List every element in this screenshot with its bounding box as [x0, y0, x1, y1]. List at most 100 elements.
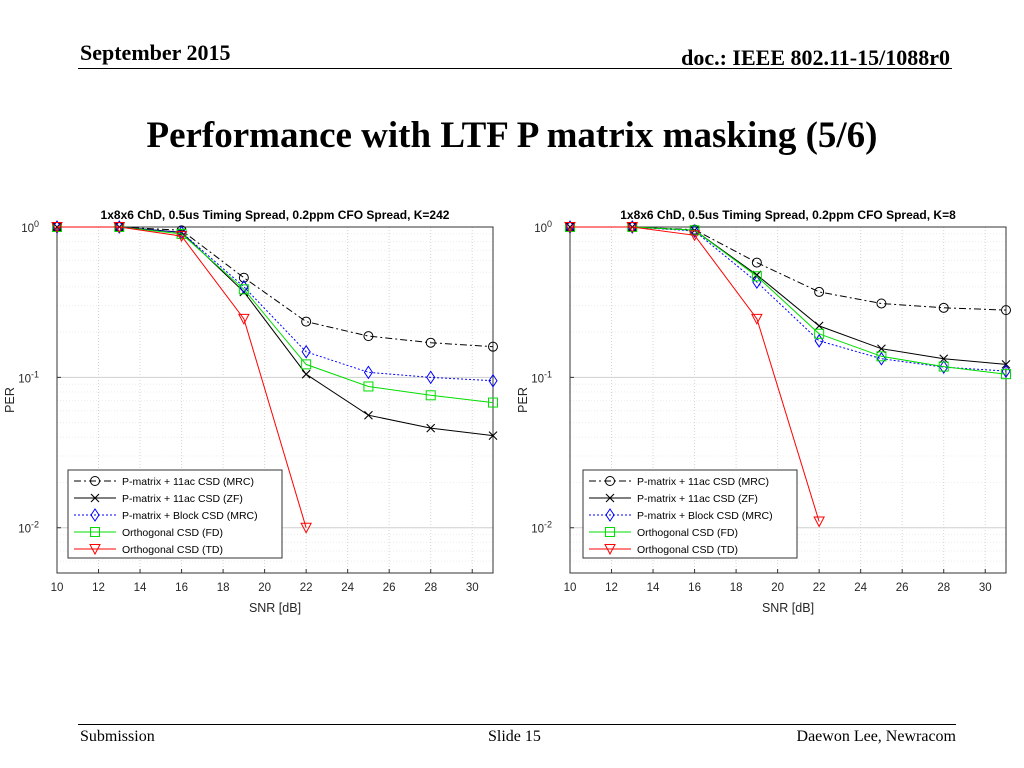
series-line [57, 226, 494, 437]
series-5 [564, 222, 825, 528]
y-tick-label: 10-2 [531, 520, 552, 536]
data-point [689, 224, 700, 238]
footer-divider [78, 724, 956, 725]
slide-title: Performance with LTF P matrix masking (5… [146, 115, 878, 156]
legend-marker [90, 493, 100, 503]
data-point [752, 275, 762, 290]
data-point [301, 369, 311, 379]
header-doc-id: doc.: IEEE 802.11-15/1088r0 [681, 45, 950, 70]
y-tick-label: 10-2 [18, 520, 39, 536]
chart-panel-1: 10 12 14 16 18 20 22 24 26 28 30 100 10-1 10-2 1x8x6 C… [3, 208, 498, 615]
x-axis-label: SNR [dB] [762, 601, 814, 615]
legend-marker [605, 527, 615, 537]
data-point [1001, 305, 1011, 316]
data-point [751, 271, 762, 282]
x-tick-label: 26 [383, 582, 396, 594]
x-tick-label: 14 [647, 582, 660, 594]
y-tick-label: 100 [534, 219, 552, 235]
legend-marker [605, 508, 615, 522]
data-point [238, 313, 250, 325]
series-line [57, 226, 307, 528]
x-tick-label: 18 [730, 582, 743, 594]
legend-label: P-matrix + Block CSD (MRC) [637, 510, 773, 522]
data-point [938, 361, 949, 372]
data-point [751, 257, 762, 268]
data-point [488, 341, 498, 352]
legend-label: P-matrix + Block CSD (MRC) [122, 510, 258, 522]
x-tick-label: 18 [217, 582, 230, 594]
data-point [301, 344, 311, 359]
series-5 [51, 222, 312, 534]
legend-label: P-matrix + 11ac CSD (ZF) [637, 493, 758, 505]
data-point [425, 337, 436, 348]
data-point [564, 222, 576, 234]
data-point [876, 351, 887, 366]
data-point [426, 423, 436, 433]
data-point [814, 321, 824, 331]
chart-title: 1x8x6 ChD, 0.5us Timing Spread, 0.2ppm C… [101, 208, 450, 222]
data-point [425, 390, 436, 401]
x-tick-label: 24 [854, 582, 867, 594]
plot-area-frame [569, 226, 1007, 574]
data-point [1001, 364, 1011, 379]
data-point [300, 522, 312, 534]
data-point [688, 230, 701, 242]
x-tick-label: 10 [51, 582, 64, 594]
legend-marker [89, 544, 101, 556]
legend-marker [605, 476, 615, 486]
series-line [57, 226, 494, 348]
y-tick-label: 10-1 [18, 369, 39, 385]
data-point [175, 231, 188, 243]
data-point [51, 222, 63, 234]
legend-marker [604, 544, 616, 556]
x-tick-label: 28 [937, 582, 950, 594]
y-tick-label: 100 [21, 219, 39, 235]
data-point [113, 222, 126, 234]
data-point [363, 331, 374, 342]
series-line [570, 226, 1007, 365]
x-tick-label: 24 [341, 582, 354, 594]
x-tick-label: 26 [896, 582, 909, 594]
y-tick-label: 10-1 [531, 369, 552, 385]
data-point [938, 302, 949, 313]
data-point [488, 373, 498, 388]
legend-marker [90, 476, 100, 486]
data-point [488, 431, 498, 440]
legend-marker [90, 508, 100, 522]
series-line [570, 226, 1007, 311]
data-point [1001, 369, 1011, 380]
header-date: September 2015 [80, 40, 231, 65]
chart-panel-2: 10 12 14 16 18 20 22 24 26 28 30 100 10-1 10-2 1x8x6 C… [516, 208, 1011, 615]
data-point [426, 370, 436, 385]
data-point [876, 298, 887, 309]
data-point [363, 381, 374, 392]
legend-marker [605, 493, 615, 503]
x-tick-label: 20 [771, 582, 784, 594]
data-point [301, 359, 312, 370]
data-point [939, 360, 949, 375]
data-point [939, 354, 949, 364]
x-tick-label: 30 [979, 582, 992, 594]
legend-label: P-matrix + 11ac CSD (MRC) [122, 476, 254, 488]
data-point [814, 328, 825, 339]
legend-label: Orthogonal CSD (TD) [122, 544, 223, 556]
x-tick-label: 30 [466, 582, 479, 594]
legend-box [582, 469, 798, 559]
data-point [488, 397, 498, 408]
x-tick-label: 20 [258, 582, 271, 594]
legend-label: Orthogonal CSD (TD) [637, 544, 738, 556]
legend: P-matrix + 11ac CSD (MRC) P-matrix + 11ac… [582, 469, 798, 559]
x-tick-label: 28 [424, 582, 437, 594]
legend-label: P-matrix + 11ac CSD (ZF) [122, 493, 243, 505]
legend: P-matrix + 11ac CSD (MRC) P-matrix + 11ac… [67, 469, 283, 559]
x-tick-label: 14 [134, 582, 147, 594]
x-tick-label: 16 [688, 582, 701, 594]
y-axis-label: PER [516, 387, 530, 413]
series-2 [565, 222, 1011, 369]
series-line [570, 226, 1007, 372]
series-line [570, 226, 820, 522]
x-tick-label: 12 [605, 582, 618, 594]
data-point [364, 410, 373, 420]
data-point [238, 272, 249, 283]
